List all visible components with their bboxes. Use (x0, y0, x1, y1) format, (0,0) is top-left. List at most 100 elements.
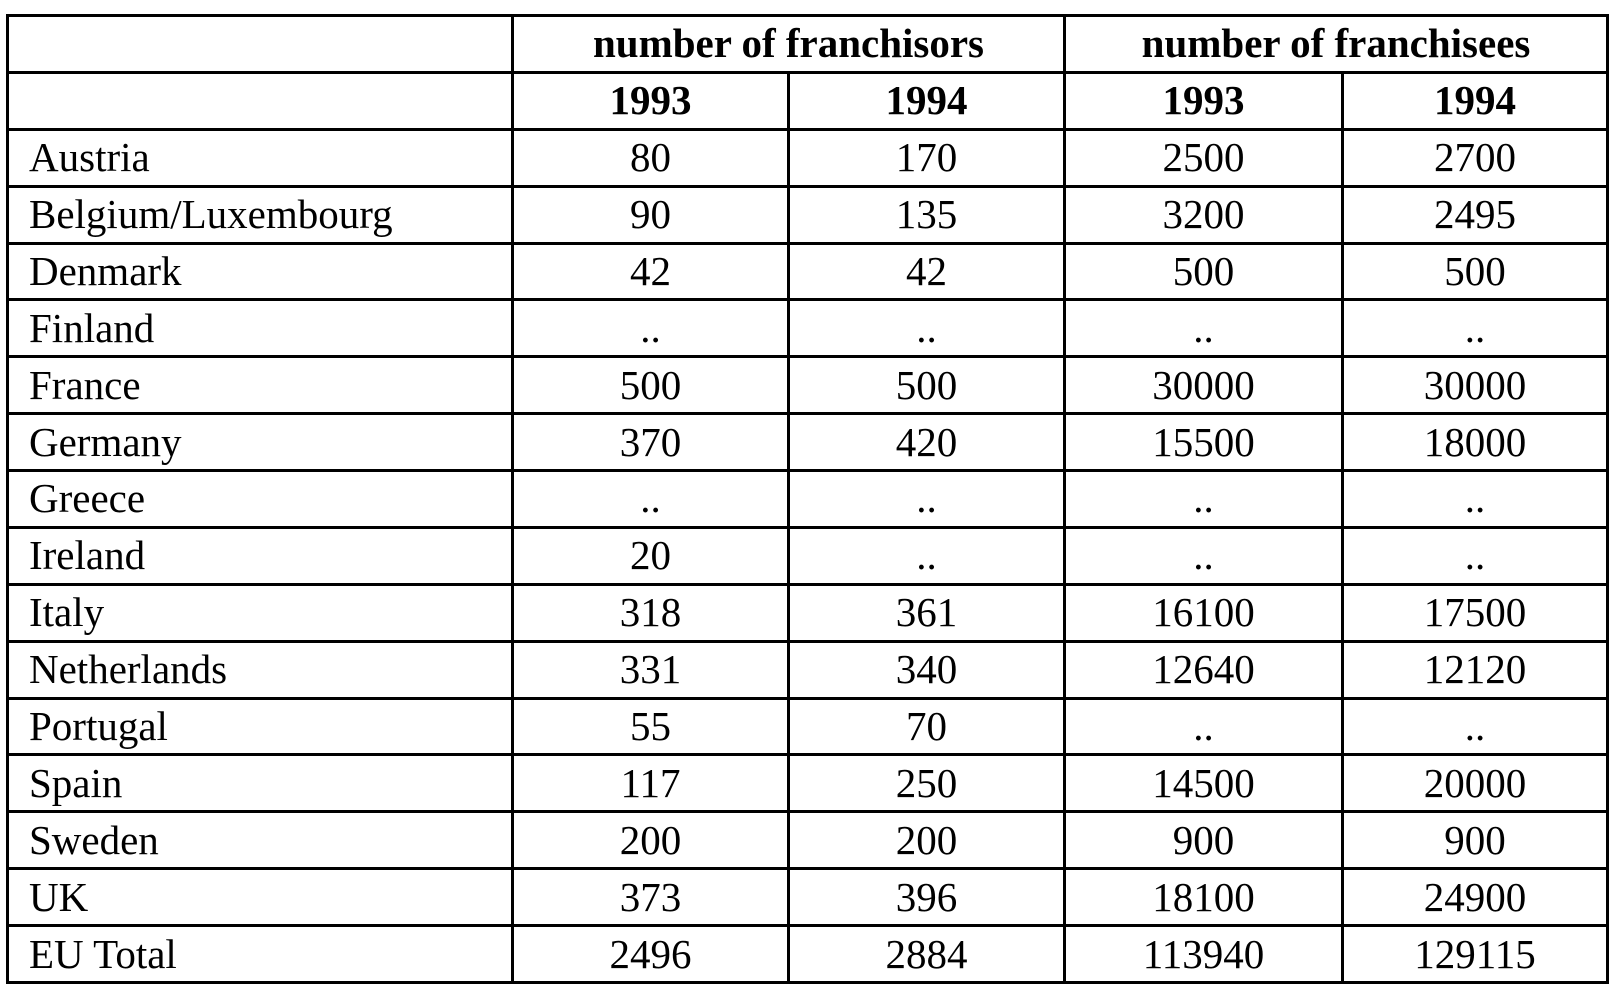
country-cell: Finland (6, 298, 514, 359)
value-cell: 900 (1063, 810, 1344, 871)
table-row: EU Total 2496 2884 113940 129115 (6, 924, 1610, 984)
table-row: Portugal 55 70.... (6, 696, 1610, 757)
year-header: 1993 (511, 70, 790, 131)
value-cell: .. (511, 298, 790, 359)
value-cell: 80 (511, 127, 790, 188)
value-cell: 14500 (1063, 753, 1344, 814)
year-header: 1994 (787, 70, 1066, 131)
value-cell: 20000 (1340, 753, 1610, 814)
value-cell: 318 (511, 582, 790, 643)
value-cell: .. (1063, 525, 1344, 586)
value-cell: 200 (787, 810, 1066, 871)
value-cell: 361 (787, 582, 1066, 643)
franchisors-header: number of franchisors (511, 14, 1066, 74)
country-cell: Italy (6, 582, 514, 643)
country-cell: Portugal (6, 696, 514, 757)
country-cell: Sweden (6, 810, 514, 871)
value-cell: 2495 (1340, 184, 1610, 245)
value-cell: 500 (787, 355, 1066, 416)
franchisees-header: number of franchisees (1062, 14, 1610, 74)
value-cell: .. (1340, 525, 1610, 586)
table-body: Austria 80 170 2500 2700 Belgium/Luxembourg 90… (6, 127, 1610, 984)
value-cell: 70 (787, 696, 1066, 757)
value-cell: 24900 (1340, 867, 1610, 927)
value-cell: 2500 (1063, 127, 1344, 188)
value-cell: 18000 (1340, 412, 1610, 472)
value-cell: 500 (1063, 241, 1344, 302)
value-cell: 113940 (1063, 924, 1344, 984)
value-cell: 55 (511, 696, 790, 757)
table-row: France 500 500 30000 30000 (6, 355, 1610, 416)
table-row: Netherlands 331 340 12640 12120 (6, 639, 1610, 700)
value-cell: 30000 (1340, 355, 1610, 416)
table-row: Greece........ (6, 469, 1610, 529)
country-cell: Germany (6, 412, 514, 472)
value-cell: 200 (511, 810, 790, 871)
value-cell: .. (511, 469, 790, 529)
value-cell: 30000 (1063, 355, 1344, 416)
country-cell: Spain (6, 753, 514, 814)
table-row: Finland........ (6, 298, 1610, 359)
value-cell: 90 (511, 184, 790, 245)
value-cell: 420 (787, 412, 1066, 472)
value-cell: .. (1063, 298, 1344, 359)
value-cell: .. (1063, 469, 1344, 529)
value-cell: 900 (1340, 810, 1610, 871)
value-cell: 500 (1340, 241, 1610, 302)
value-cell: 117 (511, 753, 790, 814)
value-cell: 373 (511, 867, 790, 927)
year-header-row: 1993 1994 1993 1994 (6, 70, 1610, 131)
country-cell: Austria (6, 127, 514, 188)
country-cell: Greece (6, 469, 514, 529)
value-cell: 2700 (1340, 127, 1610, 188)
value-cell: 135 (787, 184, 1066, 245)
value-cell: .. (1340, 298, 1610, 359)
value-cell: 129115 (1340, 924, 1610, 984)
table-row: Belgium/Luxembourg 90 135 3200 2495 (6, 184, 1610, 245)
country-cell: EU Total (6, 924, 514, 984)
value-cell: .. (1063, 696, 1344, 757)
country-cell: Belgium/Luxembourg (6, 184, 514, 245)
table-row: Austria 80 170 2500 2700 (6, 127, 1610, 188)
country-cell: UK (6, 867, 514, 927)
value-cell: 2884 (787, 924, 1066, 984)
country-cell: Netherlands (6, 639, 514, 700)
value-cell: 18100 (1063, 867, 1344, 927)
value-cell: .. (1340, 469, 1610, 529)
table-row: Denmark 42 42 500 500 (6, 241, 1610, 302)
country-cell: Denmark (6, 241, 514, 302)
value-cell: 2496 (511, 924, 790, 984)
table-row: Sweden 200 200 900 900 (6, 810, 1610, 871)
franchise-table: number of franchisors number of franchis… (6, 14, 1610, 984)
value-cell: 170 (787, 127, 1066, 188)
value-cell: 370 (511, 412, 790, 472)
table-row: Spain 117 250 14500 20000 (6, 753, 1610, 814)
table-row: Germany 370 420 15500 18000 (6, 412, 1610, 472)
corner-cell (6, 70, 514, 131)
value-cell: 16100 (1063, 582, 1344, 643)
value-cell: .. (787, 525, 1066, 586)
country-cell: Ireland (6, 525, 514, 586)
value-cell: 15500 (1063, 412, 1344, 472)
value-cell: 12640 (1063, 639, 1344, 700)
year-header: 1994 (1340, 70, 1610, 131)
table-row: UK 373 396 18100 24900 (6, 867, 1610, 927)
value-cell: 12120 (1340, 639, 1610, 700)
corner-cell (6, 14, 514, 74)
value-cell: .. (787, 469, 1066, 529)
value-cell: 3200 (1063, 184, 1344, 245)
value-cell: 250 (787, 753, 1066, 814)
country-cell: France (6, 355, 514, 416)
value-cell: .. (1340, 696, 1610, 757)
value-cell: 17500 (1340, 582, 1610, 643)
group-header-row: number of franchisors number of franchis… (6, 14, 1610, 74)
value-cell: 500 (511, 355, 790, 416)
year-header: 1993 (1063, 70, 1344, 131)
value-cell: .. (787, 298, 1066, 359)
table-row: Italy 318 361 16100 17500 (6, 582, 1610, 643)
value-cell: 396 (787, 867, 1066, 927)
value-cell: 331 (511, 639, 790, 700)
value-cell: 42 (787, 241, 1066, 302)
value-cell: 340 (787, 639, 1066, 700)
table-row: Ireland 20...... (6, 525, 1610, 586)
